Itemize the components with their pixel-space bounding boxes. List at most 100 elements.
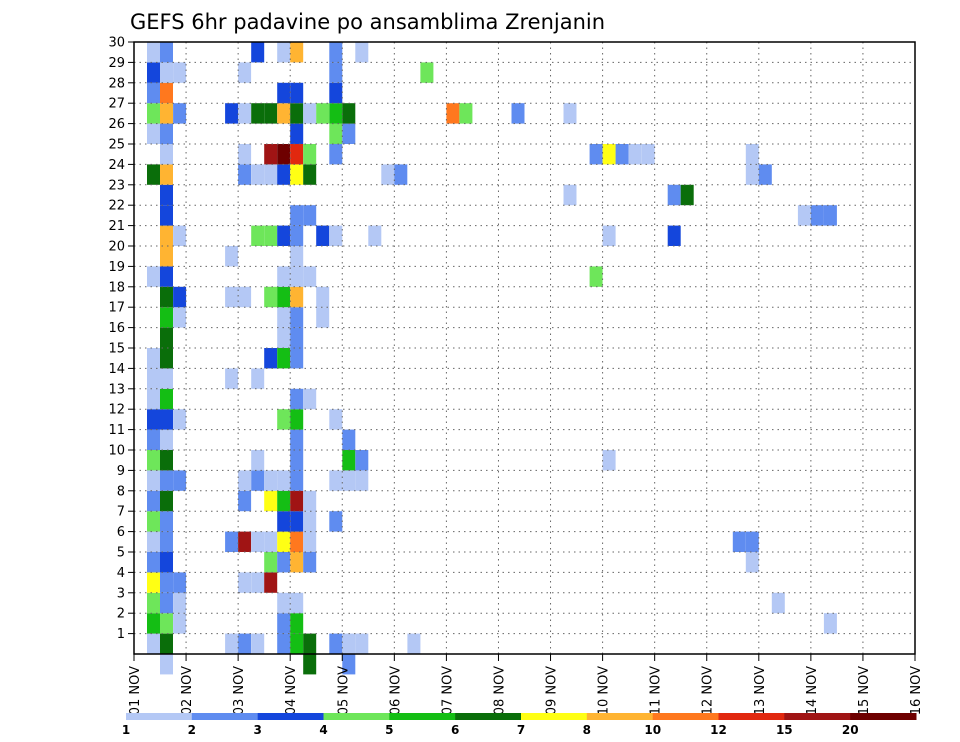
heatmap-cell bbox=[277, 225, 291, 246]
heatmap-cell bbox=[264, 144, 278, 165]
heatmap-cell bbox=[303, 144, 317, 165]
heatmap-cell bbox=[173, 572, 187, 593]
heatmap-cell bbox=[147, 348, 160, 369]
heatmap-cell bbox=[147, 62, 160, 83]
heatmap-cell bbox=[290, 511, 304, 532]
heatmap-cell bbox=[745, 531, 759, 552]
heatmap-cell bbox=[290, 82, 304, 104]
x-axis: 01 NOV 02 NOV 03 NOV 04 NOV 05 NOV 06 NOV 07 N… bbox=[128, 654, 924, 715]
x-tick-label: 10 NOV bbox=[597, 666, 612, 715]
legend-swatch bbox=[455, 713, 522, 720]
heatmap-cell bbox=[329, 470, 343, 491]
heatmap-cell bbox=[160, 531, 173, 552]
heatmap-cell bbox=[147, 388, 160, 410]
heatmap-cell bbox=[303, 531, 317, 552]
heatmap-cell bbox=[251, 103, 265, 124]
y-tick-label: 24 bbox=[108, 158, 125, 173]
x-tick-label: 12 NOV bbox=[701, 666, 716, 715]
heatmap-cell bbox=[264, 225, 278, 246]
heatmap-cell bbox=[160, 103, 173, 124]
heatmap-cell bbox=[797, 205, 811, 226]
heatmap-cell bbox=[381, 164, 395, 185]
heatmap-cell bbox=[238, 470, 252, 491]
heatmap-cell bbox=[251, 164, 265, 185]
heatmap-cell bbox=[667, 225, 681, 246]
heatmap-cell bbox=[277, 592, 291, 614]
heatmap-cell bbox=[277, 103, 291, 124]
heatmap-cell bbox=[303, 490, 317, 512]
heatmap-cell bbox=[303, 266, 317, 287]
heatmap-cell bbox=[147, 531, 160, 552]
heatmap-cell bbox=[277, 511, 291, 532]
y-tick-label: 15 bbox=[108, 342, 125, 357]
heatmap-cell bbox=[303, 388, 317, 410]
heatmap-cell bbox=[238, 164, 252, 185]
x-tick-label: 06 NOV bbox=[388, 666, 403, 715]
heatmap-cell bbox=[160, 388, 173, 410]
legend-swatch bbox=[850, 713, 917, 720]
heatmap-cell bbox=[147, 592, 160, 614]
heatmap-cell bbox=[342, 633, 356, 654]
heatmap-cell bbox=[290, 450, 304, 471]
heatmap-cell bbox=[173, 613, 187, 634]
heatmap-cell bbox=[745, 144, 759, 165]
heatmap-cell bbox=[277, 531, 291, 552]
heatmap-cell bbox=[329, 123, 343, 144]
heatmap-cell bbox=[225, 633, 239, 654]
heatmap-cell bbox=[342, 450, 356, 471]
heatmap-cell bbox=[511, 103, 525, 124]
y-tick-label: 21 bbox=[108, 219, 125, 234]
heatmap-cell bbox=[329, 144, 343, 165]
heatmap-cell bbox=[290, 633, 304, 654]
heatmap-cell bbox=[277, 266, 291, 287]
heatmap-cell bbox=[290, 225, 304, 246]
heatmap-cell bbox=[342, 470, 356, 491]
x-tick-label: 15 NOV bbox=[857, 666, 872, 715]
heatmap-cell bbox=[810, 205, 824, 226]
heatmap-cell bbox=[290, 307, 304, 328]
x-tick-label: 16 NOV bbox=[909, 666, 924, 715]
heatmap-cell bbox=[147, 613, 160, 634]
heatmap-cell bbox=[602, 450, 616, 471]
legend-swatch bbox=[126, 713, 193, 720]
heatmap-cell bbox=[238, 103, 252, 124]
heatmap-cell bbox=[225, 246, 239, 267]
legend-label: 15 bbox=[776, 723, 793, 737]
heatmap-cell bbox=[420, 62, 434, 83]
heatmap-cell bbox=[277, 409, 291, 430]
y-tick-label: 23 bbox=[108, 178, 125, 193]
heatmap-cell bbox=[147, 266, 160, 287]
legend-label: 1 bbox=[122, 723, 130, 737]
y-tick-label: 5 bbox=[117, 546, 125, 561]
heatmap-cell bbox=[147, 450, 160, 471]
legend-label: 2 bbox=[188, 723, 196, 737]
y-tick-label: 9 bbox=[117, 464, 125, 479]
heatmap-cell bbox=[225, 103, 239, 124]
heatmap-cell bbox=[147, 429, 160, 450]
heatmap-cell bbox=[615, 144, 629, 165]
heatmap-cell bbox=[147, 42, 160, 63]
heatmap-cell bbox=[303, 552, 317, 573]
heatmap-cell bbox=[342, 654, 356, 675]
heatmap-cell bbox=[290, 613, 304, 634]
y-tick-label: 14 bbox=[108, 362, 125, 377]
heatmap-cell bbox=[238, 531, 252, 552]
legend-label: 8 bbox=[583, 723, 591, 737]
heatmap-cell bbox=[264, 470, 278, 491]
heatmap-cell bbox=[147, 368, 160, 389]
legend-label: 10 bbox=[644, 723, 661, 737]
heatmap-cell bbox=[290, 429, 304, 450]
heatmap-cell bbox=[264, 572, 278, 593]
heatmap-cell bbox=[628, 144, 642, 165]
heatmap-cell bbox=[316, 307, 330, 328]
heatmap-cell bbox=[290, 103, 304, 124]
heatmap-cell bbox=[160, 184, 173, 206]
heatmap-cell bbox=[147, 511, 160, 532]
heatmap-cell bbox=[680, 184, 694, 206]
y-tick-label: 2 bbox=[117, 607, 125, 622]
heatmap-cell bbox=[225, 286, 239, 308]
x-tick-label: 09 NOV bbox=[545, 666, 560, 715]
heatmap-cell bbox=[173, 592, 187, 614]
heatmap-cell bbox=[160, 82, 173, 104]
heatmap-cell bbox=[342, 429, 356, 450]
